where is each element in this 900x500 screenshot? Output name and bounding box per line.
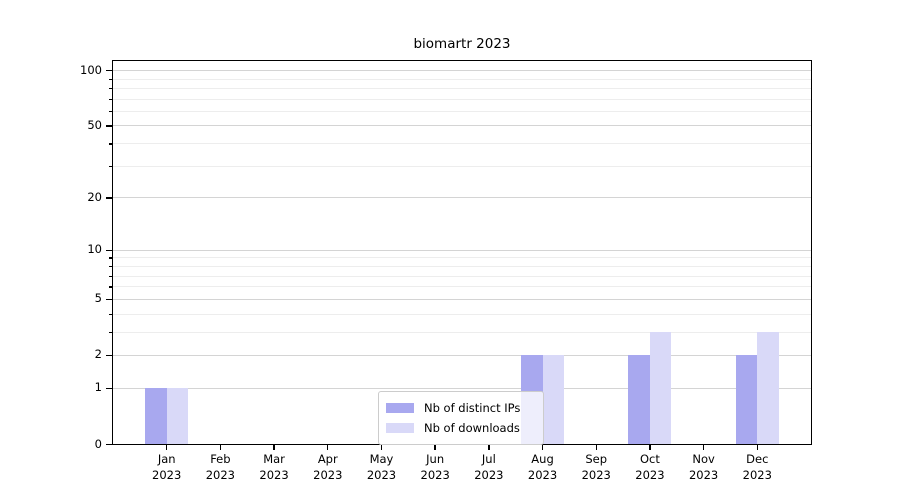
bar-nb-of-distinct-ips-oct	[628, 354, 650, 444]
x-tick	[649, 444, 651, 450]
bar-nb-of-downloads-aug	[542, 354, 564, 444]
x-tick	[756, 444, 758, 450]
y-minor-tick	[109, 143, 113, 145]
legend-swatch	[386, 423, 414, 433]
y-minor-tick	[109, 165, 113, 168]
major-gridline	[113, 249, 811, 251]
y-minor-tick	[109, 286, 113, 288]
minor-gridline	[113, 286, 811, 288]
legend-item: Nb of downloads	[386, 418, 534, 438]
bar-nb-of-distinct-ips-dec	[735, 354, 758, 444]
y-minor-tick	[109, 98, 113, 101]
y-tick-label: 0	[94, 436, 102, 451]
x-tick	[273, 444, 275, 450]
y-minor-tick	[109, 257, 113, 259]
y-tick-label: 1	[94, 380, 102, 395]
major-gridline	[113, 70, 811, 72]
bar-nb-of-downloads-oct	[649, 331, 672, 444]
y-major-tick	[106, 387, 113, 390]
minor-gridline	[113, 78, 811, 80]
x-tick	[488, 444, 490, 450]
chart-title: biomartr 2023	[413, 36, 511, 52]
major-gridline	[113, 354, 811, 356]
y-tick-label: 100	[80, 62, 102, 77]
major-gridline	[113, 387, 811, 389]
minor-gridline	[113, 265, 811, 267]
y-major-tick	[106, 354, 113, 357]
x-tick-label: Feb 2023	[205, 452, 236, 482]
y-minor-tick	[109, 87, 113, 90]
x-tick-label: May 2023	[366, 452, 397, 482]
y-major-tick	[106, 249, 113, 252]
x-tick	[327, 444, 329, 450]
legend-label: Nb of distinct IPs	[424, 401, 521, 415]
x-tick	[702, 444, 705, 450]
x-tick-label: Mar 2023	[259, 452, 289, 482]
bar-nb-of-distinct-ips-jan	[145, 387, 167, 444]
minor-gridline	[113, 257, 811, 259]
x-tick-label: Apr 2023	[313, 452, 343, 482]
minor-gridline	[113, 165, 811, 167]
y-minor-tick	[109, 265, 113, 268]
x-tick	[380, 444, 383, 450]
major-gridline	[113, 298, 811, 300]
y-major-tick	[106, 70, 113, 72]
minor-gridline	[113, 110, 811, 112]
y-minor-tick	[109, 110, 113, 113]
y-major-tick	[106, 298, 113, 301]
x-tick	[165, 444, 168, 450]
x-tick	[595, 444, 597, 450]
x-tick	[219, 444, 222, 450]
x-tick	[434, 444, 436, 450]
y-tick-label: 20	[87, 189, 102, 204]
minor-gridline	[113, 98, 811, 100]
x-tick-label: Aug 2023	[527, 452, 558, 482]
y-tick-label: 50	[87, 117, 102, 132]
major-gridline	[113, 197, 811, 199]
minor-gridline	[113, 331, 811, 333]
y-major-tick	[106, 197, 113, 199]
y-major-tick	[106, 444, 113, 446]
major-gridline	[113, 125, 811, 127]
minor-gridline	[113, 275, 811, 277]
plot-area	[112, 60, 812, 445]
y-tick-label: 5	[94, 291, 102, 306]
x-tick-label: Jun 2023	[420, 452, 450, 482]
y-minor-tick	[109, 331, 113, 334]
x-tick	[541, 444, 544, 450]
x-tick-label: Dec 2023	[742, 452, 772, 482]
legend-label: Nb of downloads	[424, 421, 520, 435]
x-tick-label: Sep 2023	[581, 452, 611, 482]
y-minor-tick	[109, 275, 113, 277]
x-tick-label: Oct 2023	[635, 452, 665, 482]
legend-swatch	[386, 403, 414, 413]
bar-nb-of-downloads-dec	[757, 331, 779, 444]
x-tick-label: Jul 2023	[474, 452, 504, 482]
y-minor-tick	[109, 78, 113, 80]
legend: Nb of distinct IPs Nb of downloads	[378, 391, 544, 445]
minor-gridline	[113, 87, 811, 89]
x-tick-label: Nov 2023	[688, 452, 719, 482]
legend-item: Nb of distinct IPs	[386, 398, 534, 418]
y-tick-label: 2	[94, 347, 102, 362]
bar-nb-of-downloads-jan	[166, 387, 189, 444]
minor-gridline	[113, 143, 811, 145]
minor-gridline	[113, 313, 811, 315]
y-major-tick	[106, 125, 113, 127]
x-tick-label: Jan 2023	[152, 452, 182, 482]
y-minor-tick	[109, 313, 113, 315]
y-tick-label: 10	[87, 242, 102, 257]
